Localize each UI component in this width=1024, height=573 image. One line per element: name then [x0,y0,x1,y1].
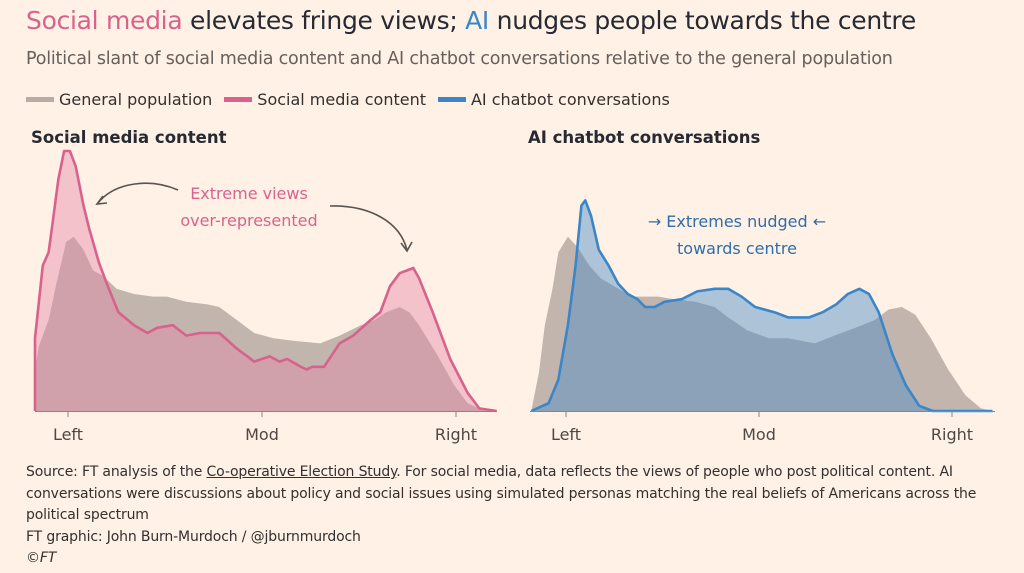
legend-label: General population [59,90,213,109]
panel-social: Left Mod Right [33,149,497,444]
x-tick-label: Right [931,425,973,444]
x-tick-label: Right [435,425,477,444]
area-general-population [531,236,993,411]
panel-title-social: Social media content [31,128,227,147]
legend-label: Social media content [257,90,426,109]
area-general-population [35,236,497,411]
line-ai-chatbot [530,199,993,413]
annotation-ai-line2: towards centre [677,239,797,258]
legend-swatch [224,97,253,102]
area-ai-chatbot [531,200,993,411]
source-prefix: Source: FT analysis of the [26,464,207,480]
annotation-social-line1: Extreme views [190,184,308,203]
charts: Left Mod Right Left Mod Right Extreme views … [33,149,995,444]
x-tick-label: Left [53,425,83,444]
legend-item-social: Social media content [224,90,426,109]
arrow-head-right [400,241,413,253]
chart-title: Social media elevates fringe views; AI n… [26,6,916,35]
x-tick-label: Mod [742,425,776,444]
title-social-media: Social media [26,6,183,35]
credit: FT graphic: John Burn-Murdoch / @jburnmu… [26,528,361,545]
panel-title-ai: AI chatbot conversations [528,128,761,147]
legend: General population Social media content … [26,90,670,109]
legend-label: AI chatbot conversations [470,90,670,109]
x-tick-label: Mod [245,425,279,444]
annotation-arrow-right [329,205,408,251]
copyright: ©FT [26,550,57,566]
legend-swatch [26,97,54,102]
source-text: Source: FT analysis of the Co-operative … [26,462,986,527]
area-social-media [35,151,497,411]
legend-swatch [437,97,466,102]
title-text-end: nudges people towards the centre [489,6,917,35]
annotation-ai-line1: → Extremes nudged ← [648,212,826,231]
x-tick-label: Left [551,425,581,444]
title-text: elevates fringe views; [182,6,466,35]
source-rest: . For social media, data reflects the vi… [26,464,977,523]
legend-item-ai: AI chatbot conversations [437,90,670,109]
source-link[interactable]: Co-operative Election Study [206,464,397,480]
annotation-arrow-left [97,182,179,204]
arrow-head-left [95,195,108,205]
line-social-media [33,149,497,413]
chart-subtitle: Political slant of social media content … [26,49,893,69]
source-note: Source: FT analysis of the Co-operative … [26,462,986,570]
panel-ai: Left Mod Right [530,199,995,444]
legend-item-general: General population [26,90,212,109]
annotation-social-line2: over-represented [180,211,317,230]
title-ai: AI [465,6,489,35]
